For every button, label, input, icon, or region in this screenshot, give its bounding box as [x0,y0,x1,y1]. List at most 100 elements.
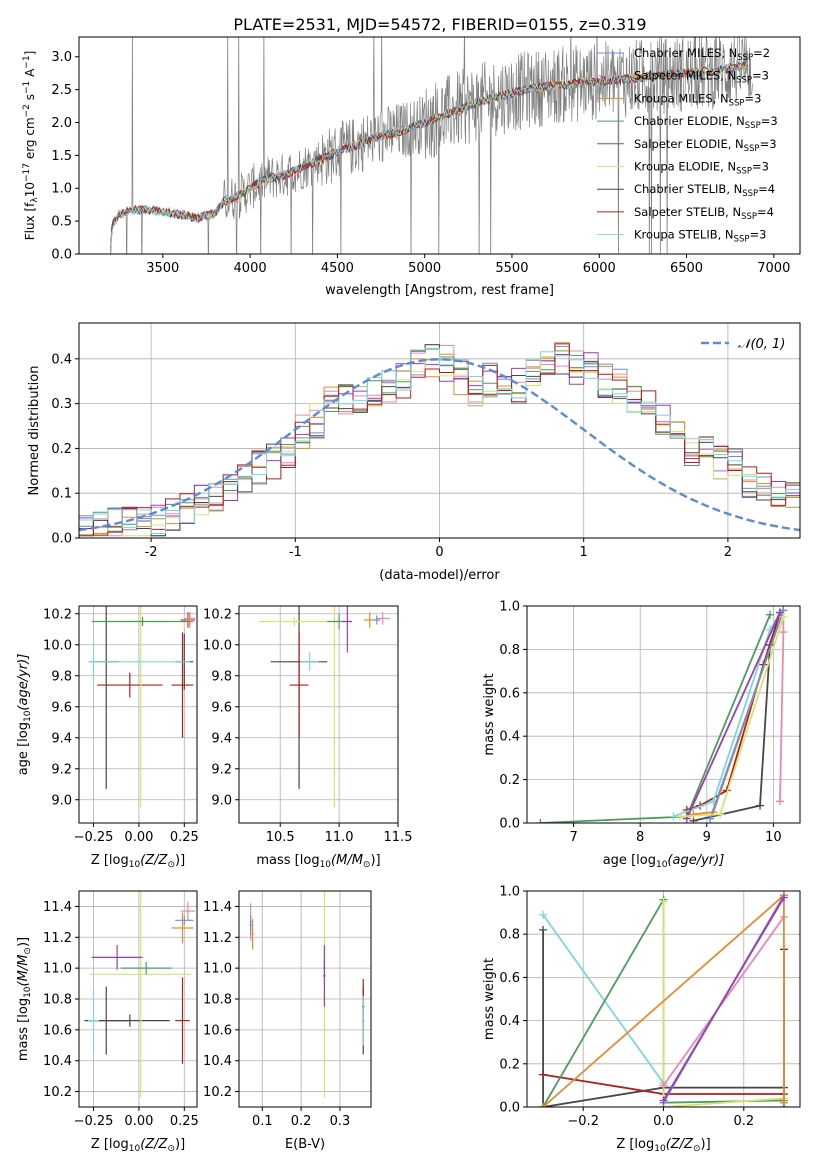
mass-weight-marker-kroupa_elodie [676,812,685,821]
y-tick-label: 1.5 [51,149,72,164]
figure-title: PLATE=2531, MJD=54572, FIBERID=0155, z=0… [233,15,646,34]
y-tick-label: 0.0 [51,532,72,547]
x-tick-label: 0.00 [124,830,153,845]
label-part: 10 [654,1144,666,1154]
y-tick-label: 2.0 [51,116,72,131]
mass-vs-ebv-panel: 0.1 0.2 0.3 10.2 10.4 10.6 10.8 11.0 11.2 11.4 E(B… [203,890,372,1152]
x-axis-label: Z [log10(Z/Z⊙)] [91,1137,185,1154]
mass-weight-line-salpeter_elodie [685,612,781,820]
x-tick-label: 0.25 [170,1114,199,1129]
mass-weight-marker-salpeter_miles [659,1081,668,1090]
label-part: s [23,94,37,104]
age-vs-mass-panel: 10.5 11.0 11.5 9.0 9.2 9.4 9.6 9.8 10.0 10.2 mass … [203,605,413,870]
x-tick-label: 0 [435,545,443,560]
y-tick-label: 10.0 [43,638,72,653]
y-tick-label: 10.2 [203,1085,232,1100]
y-tick-label: 0.5 [51,215,72,230]
label-part: SSP [737,53,753,63]
label-part: )] [175,853,185,868]
x-tick-label: 0.25 [170,830,199,845]
mass-weight-marker-chabrier_elodie [766,610,775,619]
x-tick-label: -1 [289,545,302,560]
mass-weight-line-chabrier_elodie [540,614,771,823]
plot-area [249,891,365,1098]
x-tick-label: 8 [636,830,644,845]
label-part: =3 [744,91,761,105]
y-tick-label: 9.2 [211,762,232,777]
label-part: SSP [729,98,745,108]
y-tick-label: 0.8 [499,643,520,658]
grid-lines [527,605,800,824]
axes-frame [526,890,801,1108]
label-part: Z [log [616,1137,654,1152]
label-part: =3 [761,114,778,128]
label-part: 10 [320,860,332,870]
label-part: ⊙ [693,1144,701,1154]
label-part: −1 [22,81,32,94]
x-tick-label: 0.00 [124,1114,153,1129]
mass-weight-line-salpeter_miles [662,916,785,1086]
mass-weight-line-kroupa_elodie [680,616,785,818]
label-part: )] [701,1137,711,1152]
label-part: SSP [745,121,761,131]
y-tick-label: 10.8 [203,993,232,1008]
x-axis-label: Z [log10(Z/Z⊙)] [616,1137,710,1154]
label-part: 10 [23,986,33,998]
y-tick-label: 11.2 [43,931,72,946]
x-tick-label: 10 [765,830,782,845]
label-part: =4 [758,182,775,196]
label-part: =4 [757,205,774,219]
mass-weight-line-salpeter_miles [779,610,785,802]
y-tick-label: 3.0 [51,50,72,65]
label-part: ⊙ [23,947,33,955]
label-part: Chabrier MILES, N [634,46,737,60]
x-tick-label: 0.2 [733,1114,754,1129]
x-tick-label: −0.2 [567,1114,599,1129]
x-axis-label: (data-model)/error [379,568,500,583]
x-tick-label: 10.5 [266,830,295,845]
x-tick-label: 7000 [757,261,790,276]
mass-weight-line-chabrier_miles [709,610,785,819]
mass-weight-marker-salpeter_miles [776,797,785,806]
y-tick-label: 10.4 [203,1054,232,1069]
label-part: )] [175,1137,185,1152]
label-part: Z [log [91,1137,129,1152]
label-part: 10 [129,1144,141,1154]
legend-entry: Chabrier ELODIE, NSSP=3 [634,114,778,131]
label-part: =3 [752,160,769,174]
y-tick-label: 0.0 [499,1101,520,1116]
x-tick-label: 0.1 [252,1114,273,1129]
x-tick-label: 4500 [321,261,354,276]
mass-weight-marker-salpeter_elodie [776,608,785,617]
normal-distribution-curve [79,358,800,532]
label-part: erg cm [23,117,37,163]
label-part: (M/M [331,853,363,868]
label-part: age [log [603,853,656,868]
axes-frame [78,322,801,539]
mass-weight-line-kroupa_stelib [673,612,781,818]
label-part: )] [16,937,31,947]
label-part: =2 [753,46,770,60]
x-tick-label: 11.5 [384,830,413,845]
y-axis-label: mass weight [482,673,497,755]
label-part: 10 [129,860,141,870]
label-part: SSP [742,189,758,199]
y-tick-label: 9.8 [211,669,232,684]
x-tick-label: -2 [145,545,158,560]
y-tick-label: 1.0 [499,885,520,900]
y-tick-label: 11.2 [203,931,232,946]
label-part: −17 [22,163,32,182]
label-part: E(B-V) [285,1137,325,1152]
x-axis-label: age [log10(age/yr)] [603,853,725,870]
y-axis-label: Normed distribution [27,366,42,496]
axes-frame [526,605,801,824]
plot-area [110,37,753,254]
label-part: Salpeter STELIB, N [634,205,741,219]
mass-weight-marker-kroupa_miles [539,1103,548,1107]
y-tick-label: 0.1 [51,487,72,502]
mass-weight-marker-kroupa_stelib [539,910,548,919]
y-tick-label: 9.8 [51,669,72,684]
x-tick-label: 6000 [583,261,616,276]
label-part: ⊙ [167,860,175,870]
